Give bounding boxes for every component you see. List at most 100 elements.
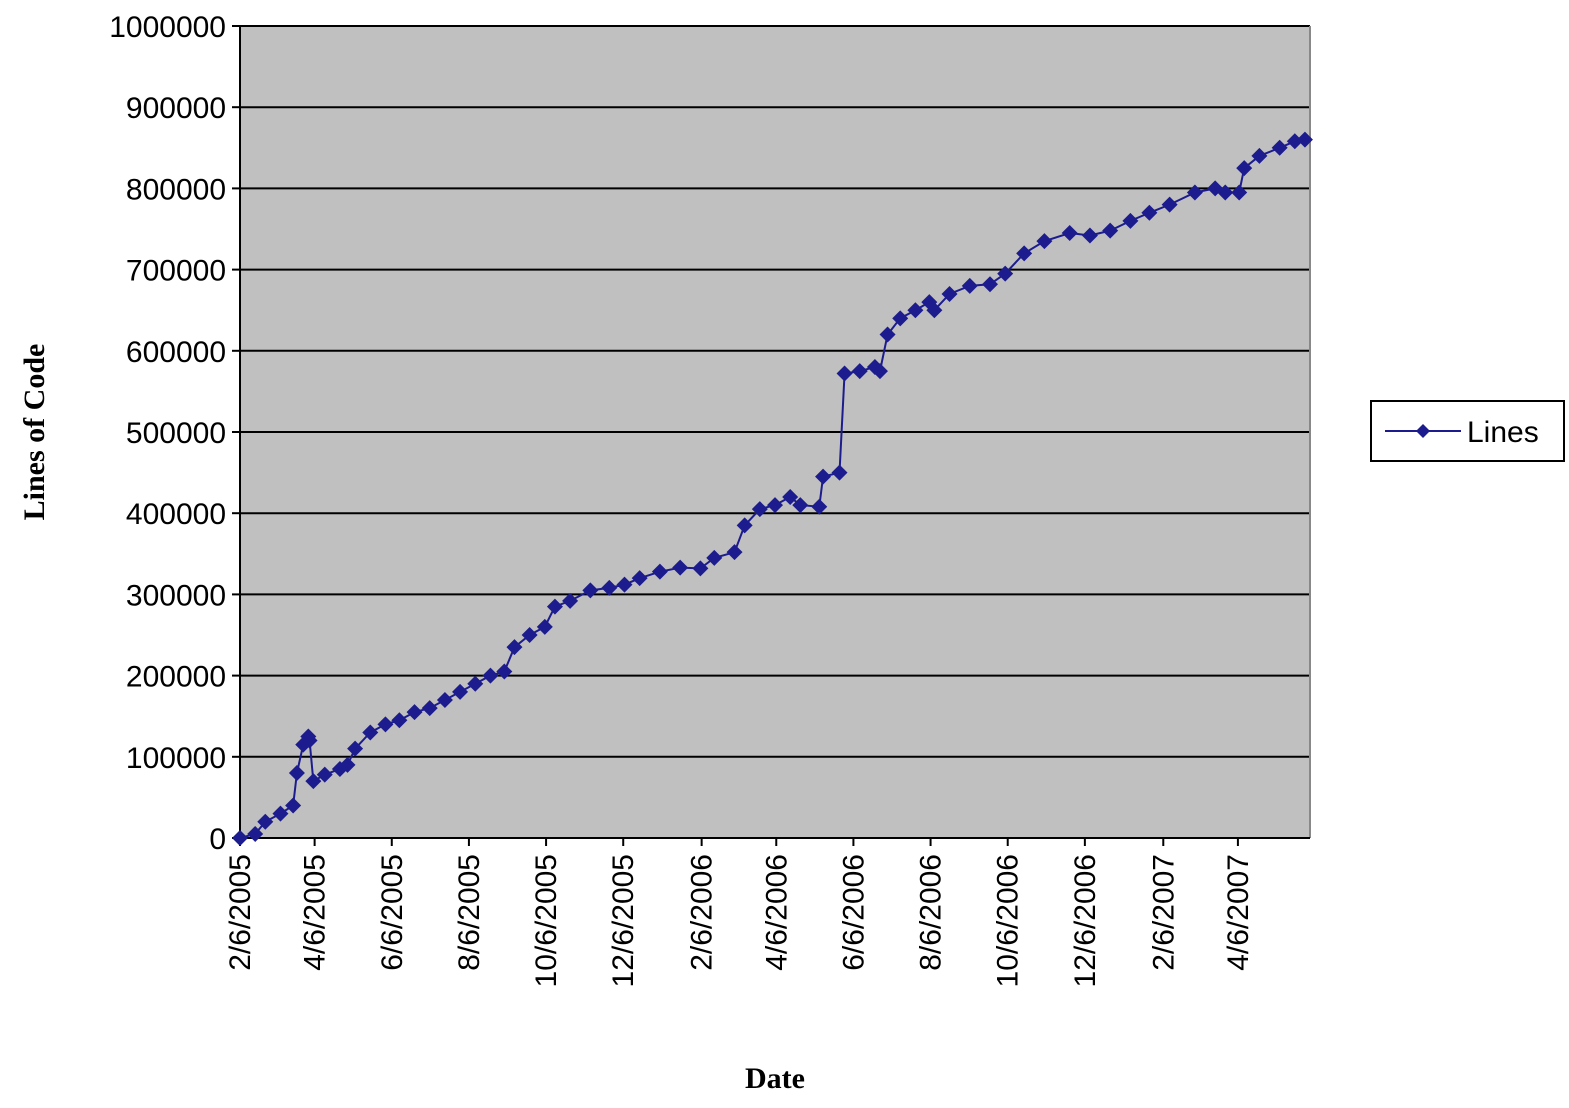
data-point	[907, 302, 924, 319]
data-point	[726, 544, 743, 561]
data-point	[706, 549, 723, 566]
x-tick-label: 6/6/2006	[837, 854, 870, 971]
data-point	[1102, 222, 1119, 239]
y-tick-label: 300000	[126, 579, 226, 612]
x-tick-label: 8/6/2006	[915, 854, 948, 971]
data-point	[467, 675, 484, 692]
y-tick-label: 1000000	[109, 11, 226, 44]
data-point	[1141, 204, 1158, 221]
legend-marker	[1416, 424, 1430, 438]
data-point	[536, 618, 553, 635]
data-point	[406, 704, 423, 721]
y-tick-label: 900000	[126, 92, 226, 125]
data-point	[436, 691, 453, 708]
data-point	[1036, 233, 1053, 250]
data-point	[751, 501, 768, 518]
data-point	[782, 488, 799, 505]
data-point	[815, 468, 832, 485]
data-point	[521, 627, 538, 643]
data-point	[926, 302, 943, 319]
data-point	[1061, 225, 1078, 242]
data-point	[452, 683, 469, 700]
data-point	[496, 663, 513, 680]
data-point	[601, 579, 618, 596]
data-point	[1186, 184, 1203, 201]
data-point	[811, 498, 828, 515]
data-point	[1236, 160, 1253, 177]
data-point	[792, 497, 809, 514]
data-point	[582, 582, 599, 599]
data-point	[421, 700, 438, 717]
data-point	[997, 265, 1014, 282]
data-point	[546, 598, 563, 615]
x-tick-label: 10/6/2005	[530, 854, 563, 987]
data-point	[736, 517, 753, 534]
data-point	[1122, 212, 1139, 229]
data-point	[1286, 133, 1303, 150]
x-tick-label: 4/6/2005	[299, 854, 332, 971]
y-tick-label: 500000	[126, 417, 226, 450]
x-tick-label: 2/6/2007	[1147, 854, 1180, 971]
data-point	[362, 724, 379, 741]
data-point	[982, 276, 999, 293]
x-tick-label: 4/6/2007	[1222, 854, 1255, 971]
data-point	[831, 464, 848, 481]
x-tick-label: 12/6/2006	[1069, 854, 1102, 987]
data-point	[288, 765, 305, 782]
y-tick-label: 200000	[126, 661, 226, 694]
legend-label: Lines	[1467, 416, 1539, 449]
data-point	[339, 756, 356, 773]
data-point	[692, 560, 709, 577]
y-tick-label: 400000	[126, 498, 226, 531]
data-point	[377, 716, 394, 733]
y-tick-label: 700000	[126, 255, 226, 288]
x-tick-label: 12/6/2005	[607, 854, 640, 987]
data-point	[391, 712, 408, 729]
y-tick-label: 100000	[126, 742, 226, 775]
data-point	[1016, 245, 1033, 262]
x-tick-label: 8/6/2005	[453, 854, 486, 971]
data-point	[305, 773, 322, 790]
data-point	[871, 363, 888, 380]
x-axis-title: Date	[745, 1062, 805, 1095]
data-point	[285, 797, 302, 814]
data-point	[232, 830, 248, 846]
data-point	[257, 813, 274, 830]
data-point	[961, 277, 978, 294]
x-tick-label: 10/6/2006	[992, 854, 1025, 987]
data-point	[506, 639, 523, 656]
data-point	[767, 497, 783, 514]
data-point	[1251, 147, 1268, 164]
data-point	[879, 326, 896, 343]
data-point	[247, 825, 264, 842]
data-point	[631, 570, 648, 587]
data-point	[616, 576, 633, 593]
data-point	[836, 365, 853, 382]
data-point	[1231, 184, 1248, 201]
data-point	[301, 732, 318, 749]
y-tick-label: 0	[209, 823, 226, 856]
x-tick-label: 2/6/2005	[224, 854, 257, 971]
data-point	[851, 363, 868, 380]
data-point	[482, 667, 499, 684]
x-tick-label: 2/6/2006	[686, 854, 719, 971]
data-point	[347, 740, 364, 757]
data-point	[672, 559, 689, 576]
data-point	[941, 285, 958, 302]
data-point	[272, 805, 289, 822]
data-point	[1081, 227, 1098, 244]
data-point	[562, 592, 579, 609]
x-tick-label: 4/6/2006	[760, 854, 793, 971]
y-tick-label: 800000	[126, 173, 226, 206]
data-point	[316, 766, 333, 783]
y-axis-title: Lines of Code	[18, 344, 51, 521]
y-tick-label: 600000	[126, 336, 226, 369]
data-point	[1161, 196, 1178, 213]
data-line	[239, 138, 1306, 839]
data-point	[1217, 184, 1234, 201]
data-point	[1296, 131, 1313, 148]
x-tick-label: 6/6/2005	[376, 854, 409, 971]
data-point	[651, 563, 668, 580]
data-point	[1271, 139, 1288, 156]
